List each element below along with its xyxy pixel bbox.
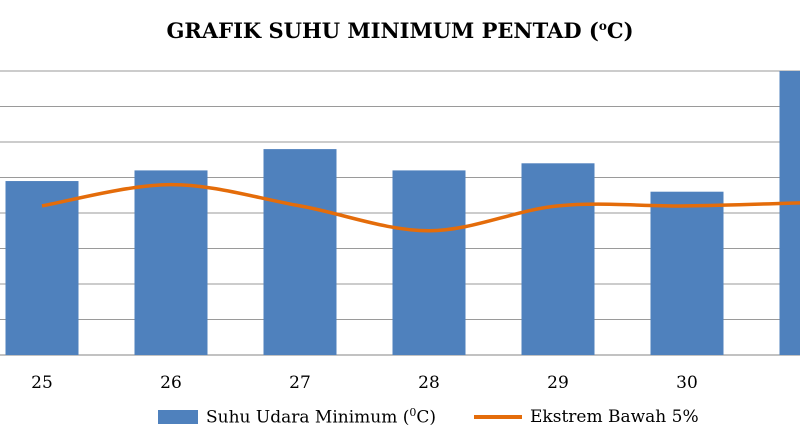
chart-title-unit-super: o bbox=[598, 19, 607, 33]
x-tick-label: 30 bbox=[676, 373, 698, 393]
chart-title-unit-prefix: ( bbox=[588, 18, 599, 43]
legend-label-bar: Suhu Udara Minimum (0C) bbox=[206, 406, 436, 428]
bar-25 bbox=[5, 181, 79, 355]
legend-label-bar-suffix: C) bbox=[416, 407, 437, 428]
legend-label-bar-text: Suhu Udara Minimum ( bbox=[206, 407, 410, 428]
x-tick-label: 28 bbox=[418, 373, 440, 393]
bar-series bbox=[5, 71, 800, 355]
chart-title-text: GRAFIK SUHU MINIMUM PENTAD bbox=[166, 18, 582, 43]
chart-plot: 25 26 27 28 29 30 bbox=[0, 70, 800, 393]
x-tick-labels: 25 26 27 28 29 30 bbox=[31, 373, 698, 393]
legend-item-bar: Suhu Udara Minimum (0C) bbox=[158, 406, 436, 428]
bar-28 bbox=[392, 170, 466, 355]
legend-item-line: Ekstrem Bawah 5% bbox=[474, 407, 699, 427]
bar-27 bbox=[263, 149, 337, 355]
bar-26 bbox=[134, 170, 208, 355]
legend-swatch-line bbox=[474, 414, 523, 419]
bar-31 bbox=[779, 71, 800, 355]
bar-30 bbox=[650, 191, 724, 355]
bar-29 bbox=[521, 163, 595, 355]
x-tick-label: 25 bbox=[31, 373, 53, 393]
legend-label-bar-super: 0 bbox=[409, 406, 417, 419]
legend-label-line: Ekstrem Bawah 5% bbox=[530, 406, 699, 427]
x-tick-label: 27 bbox=[289, 373, 311, 393]
x-tick-label: 26 bbox=[160, 373, 182, 393]
chart-title: GRAFIK SUHU MINIMUM PENTAD (oC) bbox=[0, 18, 800, 43]
chart-title-unit-suffix: C) bbox=[606, 18, 634, 43]
line-series bbox=[41, 182, 800, 233]
legend: Suhu Udara Minimum (0C) Ekstrem Bawah 5% bbox=[158, 406, 737, 428]
legend-swatch-bar bbox=[158, 409, 198, 424]
x-tick-label: 29 bbox=[547, 373, 569, 393]
